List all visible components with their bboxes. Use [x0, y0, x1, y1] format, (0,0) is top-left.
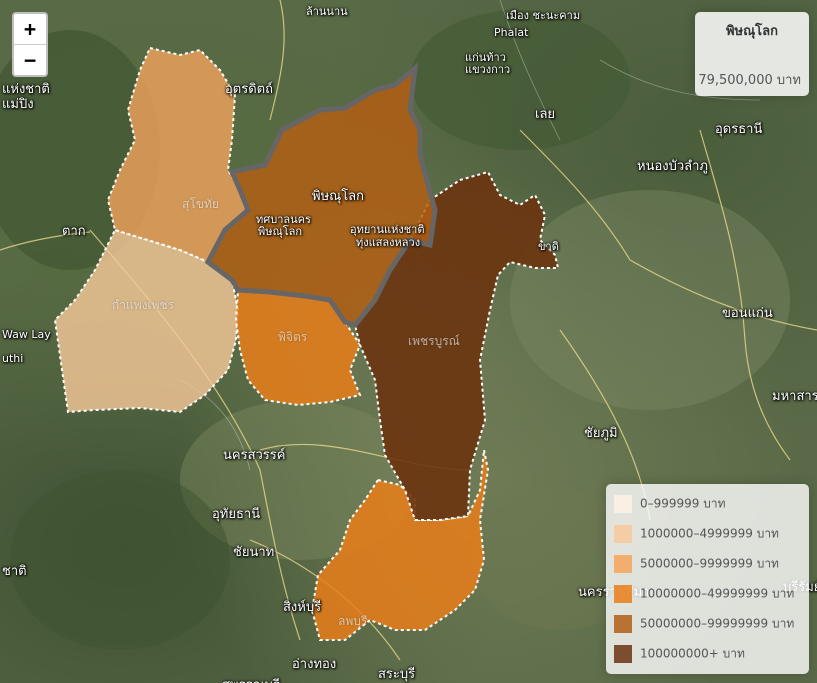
province-label-sukhothai: สุโขทัย [182, 197, 219, 211]
legend-label: 5000000–9999999 บาท [640, 556, 779, 571]
info-panel: พิษณุโลก 79,500,000 บาท [695, 12, 809, 96]
province-kamphaengphet[interactable] [53, 228, 240, 414]
place-label: อุทัยธานี [212, 507, 261, 522]
legend-label: 10000000–49999999 บาท [640, 586, 795, 601]
legend-label: 50000000–99999999 บาท [640, 616, 795, 631]
info-title: พิษณุโลก [725, 24, 779, 39]
place-label: เมือง ชะนะคาม [506, 9, 581, 22]
legend-item: 5000000–9999999 บาท [614, 552, 779, 574]
legend-item: 1000000–4999999 บาท [614, 522, 779, 544]
place-label: อุทยานแห่งชาติ [350, 223, 425, 236]
place-label: ทุ่งแสลงหลวง [356, 236, 421, 249]
place-label: Waw Lay [2, 328, 51, 341]
legend-swatch [614, 494, 632, 513]
legend-label: 0–999999 บาท [640, 496, 726, 511]
place-label: อุดรธานี [715, 122, 763, 137]
legend-item: 100000000+ บาท [614, 642, 745, 664]
place-label: หนองบัวลำภู [637, 159, 708, 174]
place-label: แก่นท้าว [465, 51, 506, 64]
place-label: ล้านนาน [306, 5, 348, 18]
place-label: ขาดิ [538, 240, 559, 253]
province-phitsanulok[interactable] [204, 61, 438, 328]
legend-item: 0–999999 บาท [614, 492, 726, 514]
legend-swatch [614, 584, 632, 603]
place-label: ชัยภูมิ [584, 426, 618, 441]
place-label: สระบุรี [378, 667, 416, 682]
place-label: พิษณุโลก [258, 225, 303, 238]
place-label: ตาก [62, 224, 86, 239]
legend: 0–999999 บาท 1000000–4999999 บาท 5000000… [606, 484, 809, 674]
province-label-kamphaengphet: กำแพงเพชร [112, 298, 175, 312]
place-label: นครสวรรค์ [223, 448, 286, 463]
place-label: ชัยนาท [233, 545, 275, 560]
place-label: แขวงกาว [465, 63, 511, 76]
place-label: แม่ปิง [2, 97, 34, 112]
place-label: ชาติ [2, 564, 27, 579]
place-label: ทศบาลนคร [256, 213, 311, 226]
province-phichit[interactable] [234, 288, 362, 407]
place-label: พิษณุโลก [312, 189, 365, 204]
legend-swatch [614, 554, 632, 573]
province-label-phetchabun: เพชรบูรณ์ [408, 334, 460, 348]
province-label-phichit: พิจิตร [278, 330, 308, 344]
place-label: Phalat [494, 26, 529, 39]
place-label: เลย [535, 107, 556, 122]
province-label-lopburi: ลพบุรี [338, 614, 368, 628]
info-value: 79,500,000 บาท [698, 73, 801, 88]
place-label: แห่งชาติ [2, 82, 50, 97]
legend-swatch [614, 524, 632, 543]
place-label: ขอนแก่น [722, 306, 773, 321]
place-label: uthi [2, 352, 24, 365]
legend-swatch [614, 614, 632, 633]
place-label: อ่างทอง [292, 657, 337, 672]
zoom-control: + − [12, 12, 48, 77]
zoom-out-button[interactable]: − [14, 44, 46, 75]
legend-item: 50000000–99999999 บาท [614, 612, 794, 634]
place-label: สิงห์บุรี [283, 600, 322, 615]
place-label: สุพรรณบุรี [222, 674, 280, 683]
place-label: มหาสาร [772, 389, 817, 404]
legend-label: 1000000–4999999 บาท [640, 526, 779, 541]
province-phetchabun[interactable] [353, 170, 560, 521]
legend-label: 100000000+ บาท [640, 646, 745, 661]
place-label: อุตรดิตถ์ [225, 82, 273, 97]
legend-swatch [614, 644, 632, 663]
legend-item: 10000000–49999999 บาท [614, 582, 794, 604]
zoom-in-button[interactable]: + [23, 17, 37, 41]
